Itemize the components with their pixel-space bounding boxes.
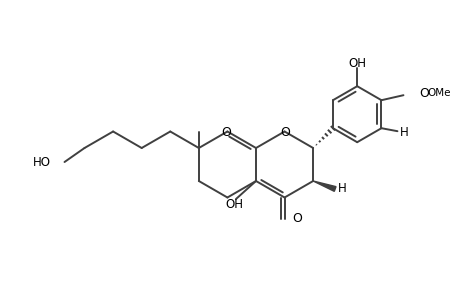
Text: OH: OH (347, 57, 365, 70)
Text: O: O (280, 126, 290, 139)
Text: OMe: OMe (426, 88, 450, 98)
Text: H: H (399, 126, 408, 139)
Text: O: O (292, 212, 302, 225)
Text: O: O (419, 87, 428, 100)
Text: OH: OH (224, 197, 242, 211)
Text: H: H (337, 182, 346, 194)
Text: HO: HO (33, 157, 50, 169)
Text: O: O (221, 126, 231, 139)
Polygon shape (313, 181, 335, 191)
